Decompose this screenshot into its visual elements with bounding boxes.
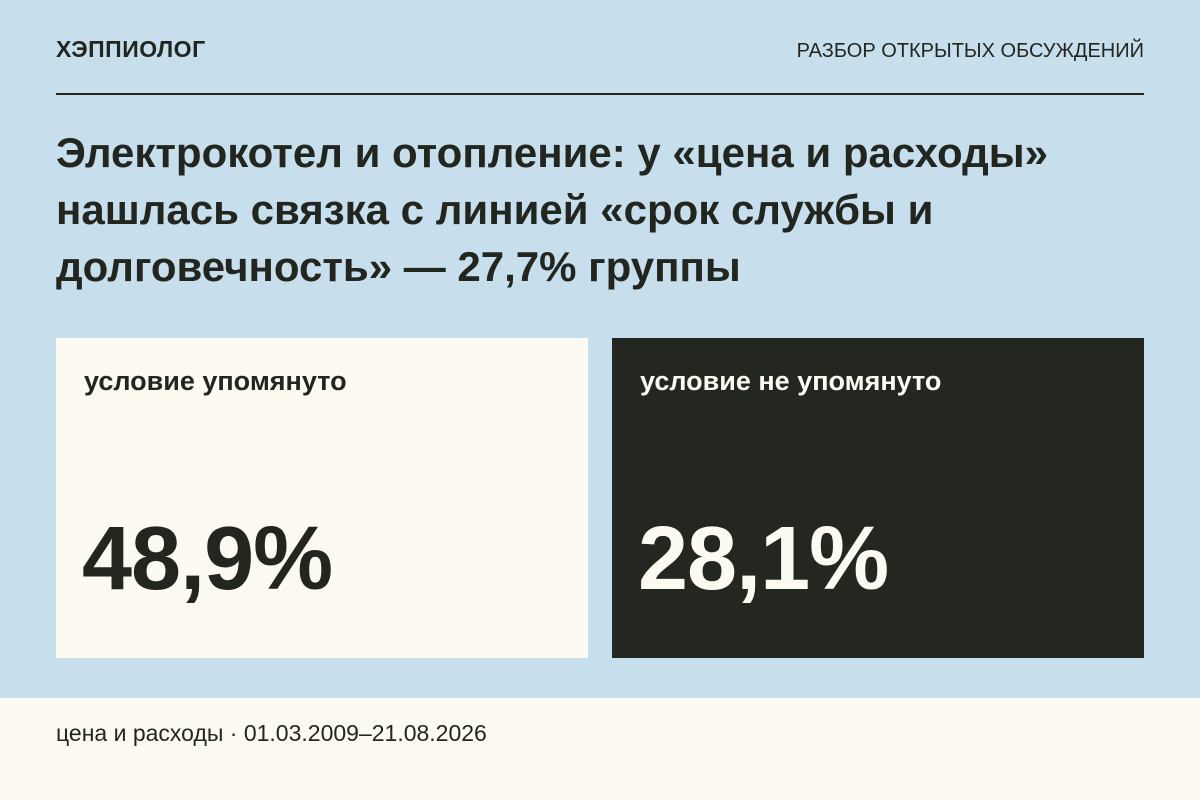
card-not-mentioned: условие не упомянуто 28,1% [612,338,1144,658]
card-mentioned: условие упомянуто 48,9% [56,338,588,658]
card-label: условие упомянуто [84,366,347,396]
card-value: 48,9% [82,509,333,609]
headline: Электрокотел и отопление: у «цена и расх… [56,129,1048,290]
divider [56,93,1144,95]
brand: ХЭППИОЛОГ [56,36,206,62]
card-value: 28,1% [638,509,889,609]
card-label: условие не упомянуто [640,366,942,396]
footer: цена и расходы · 01.03.2009–21.08.2026 [0,698,1200,800]
section-label: РАЗБОР ОТКРЫТЫХ ОБСУЖДЕНИЙ [796,40,1144,62]
footer-text: цена и расходы · 01.03.2009–21.08.2026 [56,720,487,746]
